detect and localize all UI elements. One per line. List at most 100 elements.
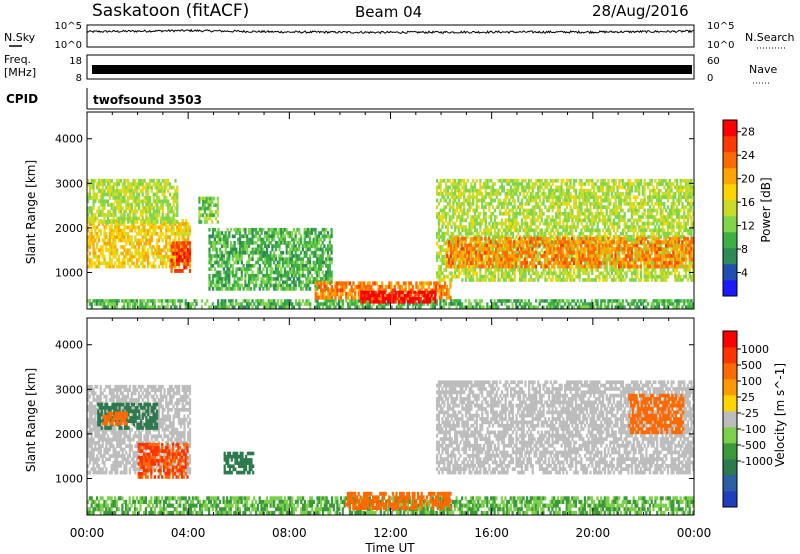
colorbar-swatch-5 xyxy=(723,411,737,428)
colorbar-tick-4: 20 xyxy=(741,173,755,186)
colorbar-swatch-1 xyxy=(723,475,737,492)
colorbar-tick-2: 100 xyxy=(741,375,762,388)
colorbar-swatch-4 xyxy=(723,427,737,444)
scatter-region-4 xyxy=(208,227,333,291)
freq-label: Freq. xyxy=(4,53,31,66)
colorbar-frame xyxy=(722,119,738,297)
scatter-region-2 xyxy=(170,241,192,273)
scatter-region-2 xyxy=(102,411,128,426)
scatter-region-1 xyxy=(87,178,179,224)
colorbar-tick-4: -25 xyxy=(741,407,759,420)
colorbar-swatch-10 xyxy=(723,331,737,348)
freq-unit-label: [MHz] xyxy=(4,66,36,79)
cpid-label: CPID xyxy=(6,92,38,106)
colorbar-swatch-2 xyxy=(723,459,737,476)
colorbar-swatch-9 xyxy=(723,347,737,364)
x-tick-label-0: 00:00 xyxy=(70,526,105,540)
velocity-panel: 1000 2000 3000 4000 Slant Range [km] 1000 50… xyxy=(24,317,787,516)
colorbar-tick-5: 24 xyxy=(741,149,755,162)
velocity-ylabel: Slant Range [km] xyxy=(24,368,38,472)
ytick-label-3000: 3000 xyxy=(55,177,83,190)
colorbar-tick-1: 8 xyxy=(741,243,748,256)
scatter-region-6 xyxy=(345,491,452,511)
colorbar-tick-6: 28 xyxy=(741,126,755,139)
colorbar-tick-7: -1000 xyxy=(741,455,773,468)
velocity-yticks: 1000 2000 3000 4000 xyxy=(55,339,694,485)
nsky-label: N.Sky xyxy=(4,31,36,44)
scatter-region-4 xyxy=(223,451,255,475)
colorbar-swatch-6 xyxy=(723,395,737,412)
x-tick-label-1: 04:00 xyxy=(171,526,206,540)
scatter-region-3 xyxy=(137,442,189,479)
freq-ytick-top: 18 xyxy=(69,56,82,67)
velocity-colorbar: 1000 500 100 25 -25 -100 -500 -1000 xyxy=(722,330,773,508)
scatter-region-7 xyxy=(360,290,437,304)
nsky-panel-frame xyxy=(86,24,695,48)
nsearch-label: N.Search xyxy=(745,31,795,44)
colorbar-tick-0: 4 xyxy=(741,267,748,280)
scatter-region-7 xyxy=(436,380,695,475)
station-title: Saskatoon (fitACF) xyxy=(92,1,249,21)
nsky-panel: N.Sky 10^5 10^0 10^5 10^0 N.Search xyxy=(4,21,795,51)
colorbar-swatch-3 xyxy=(723,232,737,249)
colorbar-frame xyxy=(722,330,738,508)
power-panel: 1000 2000 3000 4000 Slant Range [km] 4 8 12 16… xyxy=(24,111,773,310)
colorbar-tick-5: -100 xyxy=(741,423,766,436)
colorbar-tick-3: 16 xyxy=(741,196,755,209)
freq-trace xyxy=(92,65,692,74)
colorbar-tick-2: 12 xyxy=(741,220,755,233)
nsky-ytick-top: 10^5 xyxy=(55,21,82,32)
colorbar-swatch-7 xyxy=(723,168,737,185)
cpid-row: CPID twofsound 3503 xyxy=(6,88,694,110)
nsky-trace xyxy=(86,28,695,35)
colorbar-tick-6: -500 xyxy=(741,439,766,452)
power-colorbar-label: Power [dB] xyxy=(759,177,773,242)
velocity-xticks xyxy=(86,318,695,515)
power-ylabel: Slant Range [km] xyxy=(24,160,38,264)
scatter-region-8 xyxy=(628,393,685,435)
scatter-region-9 xyxy=(446,236,695,269)
colorbar-swatch-1 xyxy=(723,264,737,281)
colorbar-swatch-5 xyxy=(723,200,737,217)
ytick-label-1000: 1000 xyxy=(55,472,83,485)
x-tick-label-6: 00:00 xyxy=(677,526,712,540)
velocity-colorbar-label: Velocity [m s^-1] xyxy=(773,363,787,467)
power-xticks xyxy=(86,112,695,309)
scatter-region-3 xyxy=(198,196,219,224)
ytick-label-4000: 4000 xyxy=(55,133,83,146)
colorbar-tick-3: 25 xyxy=(741,391,755,404)
colorbar-swatch-8 xyxy=(723,363,737,380)
ytick-label-2000: 2000 xyxy=(55,428,83,441)
freq-panel: Freq. [MHz] 18 8 60 0 Nave xyxy=(4,53,777,84)
date-title: 28/Aug/2016 xyxy=(592,2,689,20)
colorbar-swatch-6 xyxy=(723,184,737,201)
x-tick-label-4: 16:00 xyxy=(474,526,509,540)
colorbar-swatch-2 xyxy=(723,248,737,265)
x-axis-labels: 00:00 04:00 08:00 12:00 16:00 20:00 00:00 xyxy=(70,526,712,540)
colorbar-tick-0: 1000 xyxy=(741,343,769,356)
colorbar-swatch-4 xyxy=(723,216,737,233)
cpid-value: twofsound 3503 xyxy=(93,93,202,107)
nsearch-ytick-top: 10^5 xyxy=(707,21,734,32)
x-tick-label-2: 08:00 xyxy=(272,526,307,540)
power-yticks: 1000 2000 3000 4000 xyxy=(55,133,694,279)
colorbar-swatch-9 xyxy=(723,136,737,153)
x-tick-label-5: 20:00 xyxy=(576,526,611,540)
x-tick-label-3: 12:00 xyxy=(373,526,408,540)
beam-title: Beam 04 xyxy=(355,3,422,21)
freq-panel-frame xyxy=(86,54,695,80)
nave-ytick-bottom: 0 xyxy=(707,73,713,84)
colorbar-swatch-8 xyxy=(723,152,737,169)
freq-ytick-bottom: 8 xyxy=(76,73,82,84)
nave-ytick-top: 60 xyxy=(707,56,720,67)
nsky-ytick-bottom: 10^0 xyxy=(55,40,82,51)
nave-label: Nave xyxy=(749,63,777,76)
colorbar-swatch-3 xyxy=(723,443,737,460)
scatter-region-0 xyxy=(87,219,192,269)
colorbar-tick-1: 500 xyxy=(741,359,762,372)
ytick-label-2000: 2000 xyxy=(55,222,83,235)
x-axis-title: Time UT xyxy=(364,541,415,554)
colorbar-swatch-0 xyxy=(723,280,737,297)
ytick-label-4000: 4000 xyxy=(55,339,83,352)
